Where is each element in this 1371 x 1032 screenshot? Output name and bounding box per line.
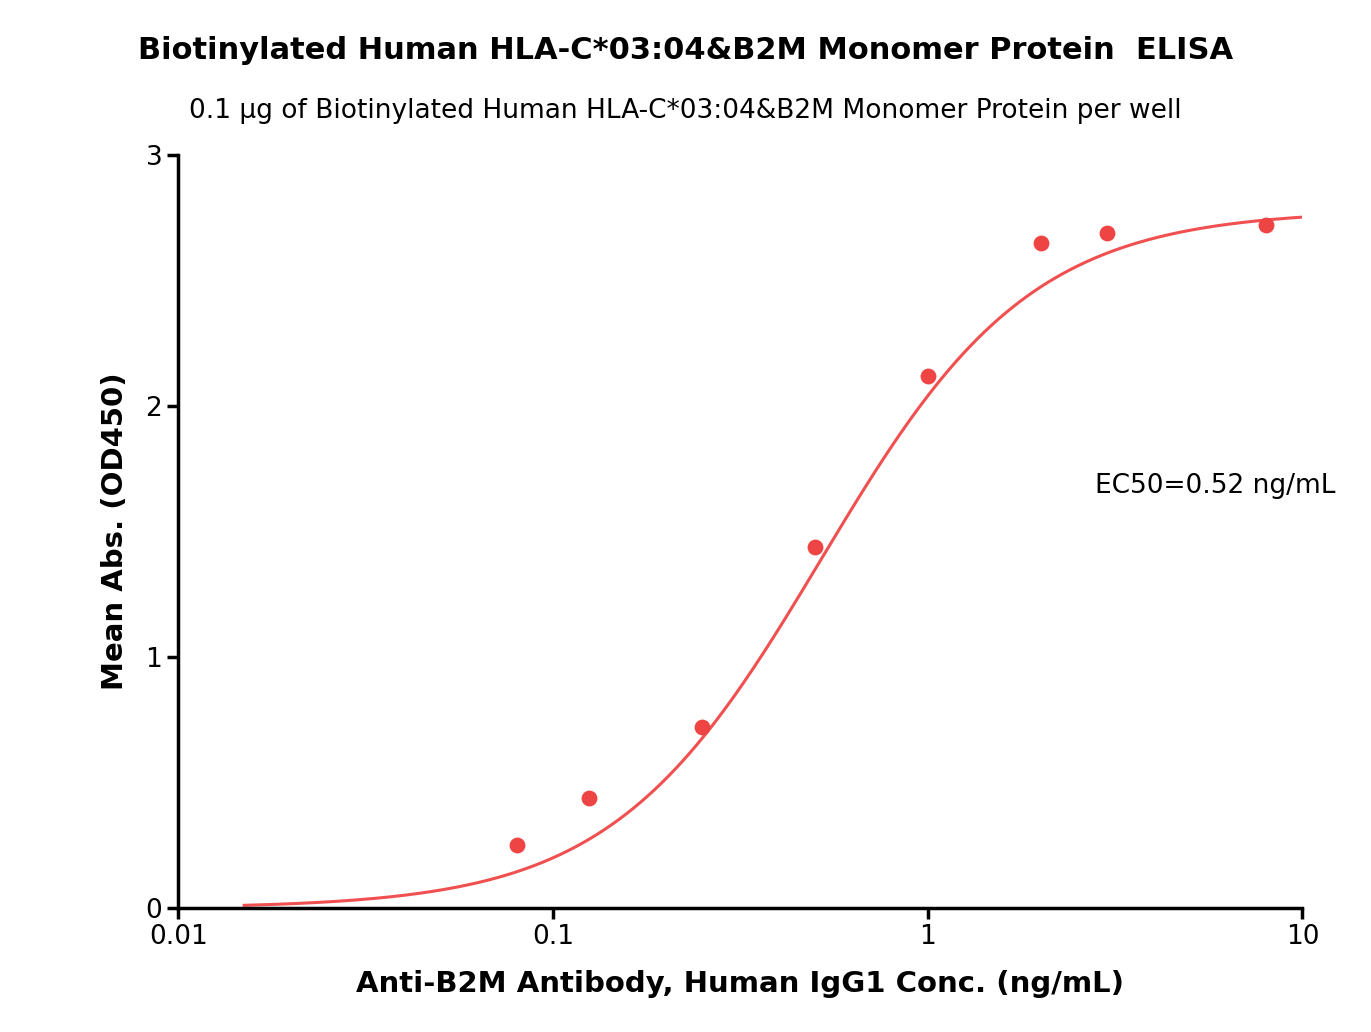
Y-axis label: Mean Abs. (OD450): Mean Abs. (OD450) [101,373,129,690]
Point [1030,234,1052,251]
Point [1095,224,1117,240]
Text: Biotinylated Human HLA-C*03:04&B2M Monomer Protein  ELISA: Biotinylated Human HLA-C*03:04&B2M Monom… [138,36,1233,65]
Point [803,539,825,555]
Point [917,367,939,384]
Point [579,789,600,806]
Point [506,837,528,853]
X-axis label: Anti-B2M Antibody, Human IgG1 Conc. (ng/mL): Anti-B2M Antibody, Human IgG1 Conc. (ng/… [356,970,1124,998]
Point [1256,217,1278,233]
Text: 0.1 μg of Biotinylated Human HLA-C*03:04&B2M Monomer Protein per well: 0.1 μg of Biotinylated Human HLA-C*03:04… [189,98,1182,124]
Text: EC50=0.52 ng/mL: EC50=0.52 ng/mL [1095,474,1335,499]
Point [691,719,713,736]
